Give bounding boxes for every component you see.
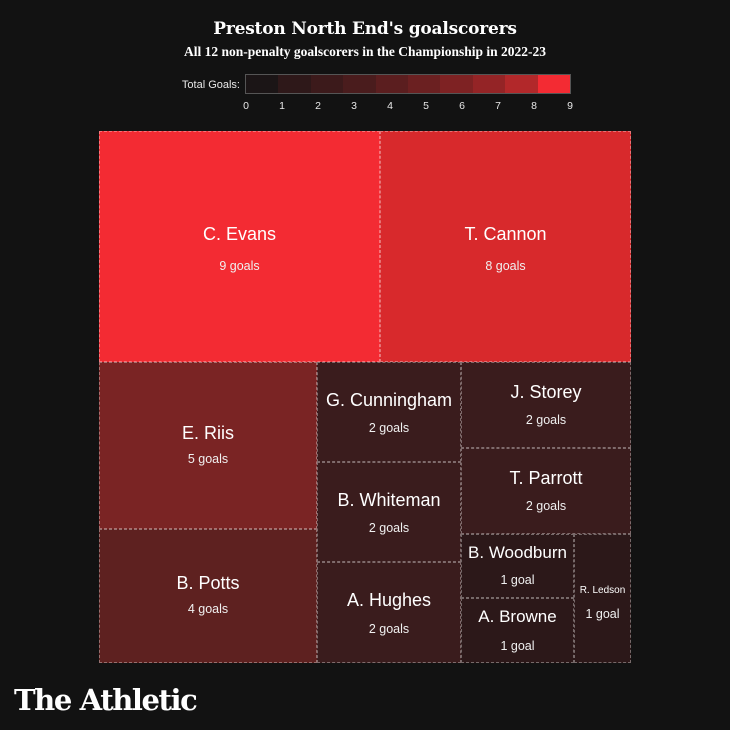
tile-goals-label: 8 goals <box>485 259 526 274</box>
tile-goals-label: 2 goals <box>525 498 567 513</box>
color-scale-swatch <box>537 75 571 93</box>
color-scale-tick-label: 1 <box>279 100 285 112</box>
tile-player-name: B. Whiteman <box>337 490 441 510</box>
tile-goals-label: 1 goal <box>585 607 620 622</box>
tile-r-ledson: R. Ledson 1 goal <box>574 534 631 663</box>
tile-g-cunningham: G. Cunningham 2 goals <box>317 362 461 462</box>
tile-t-cannon: T. Cannon 8 goals <box>380 131 631 362</box>
tile-b-whiteman: B. Whiteman 2 goals <box>317 462 461 562</box>
tile-player-name: A. Hughes <box>346 590 432 611</box>
tile-player-name: G. Cunningham <box>325 390 453 410</box>
color-scale-bar <box>245 74 571 94</box>
chart-subtitle: All 12 non-penalty goalscorers in the Ch… <box>183 44 547 59</box>
chart-title: Preston North End's goalscorers <box>213 19 517 39</box>
tile-goals-label: 1 goal <box>500 573 535 588</box>
color-scale-swatch <box>310 75 344 93</box>
tile-player-name: B. Woodburn <box>468 542 567 562</box>
tile-goals-label: 5 goals <box>187 451 229 466</box>
tile-goals-label: 9 goals <box>219 259 260 274</box>
tile-player-name: B. Potts <box>176 572 240 593</box>
tile-player-name: A. Browne <box>478 606 557 626</box>
tile-e-riis: E. Riis 5 goals <box>99 362 317 529</box>
tile-goals-label: 2 goals <box>368 621 410 636</box>
color-scale-tick-label: 9 <box>567 100 573 112</box>
color-scale-tick-label: 4 <box>387 100 393 112</box>
tile-player-name: J. Storey <box>510 381 582 402</box>
tile-a-hughes: A. Hughes 2 goals <box>317 562 461 663</box>
tile-b-potts: B. Potts 4 goals <box>99 529 317 663</box>
color-scale-swatch <box>408 75 441 93</box>
tile-goals-label: 2 goals <box>368 421 410 435</box>
tile-goals-label: 4 goals <box>187 602 229 617</box>
tile-player-name: R. Ledson <box>579 585 626 597</box>
tile-goals-label: 2 goals <box>368 521 410 535</box>
color-scale-tick-label: 5 <box>423 100 429 112</box>
color-scale-tick-label: 2 <box>315 100 321 112</box>
color-scale-ticks: 0 1 2 3 4 5 6 7 8 9 <box>243 100 573 114</box>
tile-player-name: T. Parrott <box>509 467 583 488</box>
tile-goals-label: 2 goals <box>525 412 567 427</box>
tile-a-browne: A. Browne 1 goal <box>461 598 574 663</box>
tile-j-storey: J. Storey 2 goals <box>461 362 631 448</box>
color-scale-tick-label: 3 <box>351 100 357 112</box>
color-scale-swatch <box>343 75 376 93</box>
color-scale-swatch <box>278 75 311 93</box>
color-scale-swatch <box>472 75 506 93</box>
color-scale-swatch <box>440 75 473 93</box>
tile-player-name: C. Evans <box>202 224 277 245</box>
tile-goals-label: 1 goal <box>500 639 535 654</box>
tile-player-name: T. Cannon <box>464 224 547 245</box>
color-scale-tick-label: 6 <box>459 100 465 112</box>
legend-label: Total Goals: <box>181 79 240 91</box>
tile-b-woodburn: B. Woodburn 1 goal <box>461 534 574 598</box>
color-scale-swatch <box>505 75 538 93</box>
color-scale-tick-label: 7 <box>495 100 501 112</box>
brand-logo: The Athletic <box>14 683 198 717</box>
tile-c-evans: C. Evans 9 goals <box>99 131 380 362</box>
color-scale-tick-label: 8 <box>531 100 537 112</box>
tile-t-parrott: T. Parrott 2 goals <box>461 448 631 534</box>
tile-player-name: E. Riis <box>181 423 234 444</box>
color-scale-swatch <box>246 75 279 93</box>
color-scale-tick-label: 0 <box>243 100 249 112</box>
treemap-chart: C. Evans 9 goals T. Cannon 8 goals E. Riis 5 … <box>99 131 631 663</box>
color-scale-swatch <box>375 75 409 93</box>
